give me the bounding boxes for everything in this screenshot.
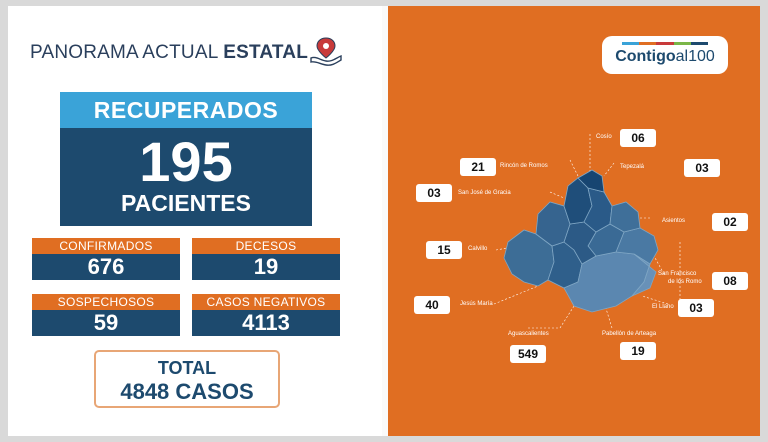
label-san-francisco: San Francisco: [658, 271, 697, 277]
leader-line-el-llano: [641, 295, 669, 305]
label-san-jose: San José de Gracia: [458, 190, 511, 196]
municipio-cosio: [577, 169, 605, 193]
recuperados-card: RECUPERADOS 195 PACIENTES: [60, 92, 312, 226]
confirmados-label: CONFIRMADOS: [32, 238, 180, 254]
logo-bold: Contigo: [615, 48, 676, 65]
label-san-francisco-2: de los Romo: [668, 279, 702, 285]
leader-line-pabellon: [603, 301, 613, 329]
label-rincon: Rincón de Romos: [500, 163, 548, 169]
label-pabellon: Pabellón de Arteaga: [602, 331, 657, 337]
map-panel: Contigoal100: [388, 6, 760, 436]
contigo-al-100-logo: Contigoal100: [602, 36, 728, 74]
decesos-label: DECESOS: [192, 238, 340, 254]
value-calvillo: 15: [426, 241, 462, 259]
negativos-card: CASOS NEGATIVOS 4113: [192, 294, 340, 336]
recuperados-label: RECUPERADOS: [60, 92, 312, 128]
value-san-jose: 03: [416, 184, 452, 202]
municipio-el-llano: [631, 253, 657, 297]
negativos-value: 4113: [242, 310, 290, 335]
hand-location-pin-icon: [310, 37, 342, 66]
label-asientos: Asientos: [662, 218, 686, 224]
decesos-card: DECESOS 19: [192, 238, 340, 280]
value-tepezala: 03: [684, 159, 720, 177]
leader-line-san-jose: [549, 191, 565, 199]
label-calvillo: Calvillo: [468, 246, 488, 252]
infographic: PANORAMA ACTUAL ESTATAL RECUPERADOS 195 …: [8, 6, 760, 436]
total-value: 4848 CASOS: [120, 379, 254, 404]
label-cosio: Cosío: [596, 134, 612, 140]
value-pabellon: 19: [620, 342, 656, 360]
label-aguascalientes: Aguascalientes: [508, 331, 549, 337]
logo-text: Contigoal100: [602, 48, 728, 66]
value-asientos: 02: [712, 213, 748, 231]
logo-stripe: [622, 42, 640, 45]
sospechosos-label: SOSPECHOSOS: [32, 294, 180, 310]
total-card: TOTAL 4848 CASOS: [94, 350, 280, 408]
decesos-value: 19: [253, 254, 279, 279]
label-el-llano: El Llano: [652, 304, 674, 310]
page-title: PANORAMA ACTUAL ESTATAL: [30, 42, 308, 64]
municipio-tepezala: [583, 187, 613, 233]
value-san-francisco: 08: [712, 272, 748, 290]
value-el-llano: 03: [678, 299, 714, 317]
title-regular: PANORAMA ACTUAL: [30, 42, 224, 63]
title-bold: ESTATAL: [223, 42, 309, 63]
sospechosos-card: SOSPECHOSOS 59: [32, 294, 180, 336]
logo-stripes: [622, 42, 709, 45]
sospechosos-value: 59: [93, 310, 119, 335]
leader-line-tepezala: [603, 162, 615, 177]
state-map: [493, 134, 681, 329]
value-jesus-maria: 40: [414, 296, 450, 314]
value-aguascalientes: 549: [510, 345, 546, 363]
leader-line-jesus-maria: [493, 285, 539, 305]
negativos-label: CASOS NEGATIVOS: [192, 294, 340, 310]
label-jesus-maria: Jesús María: [460, 301, 493, 307]
confirmados-value: 676: [87, 254, 125, 279]
confirmados-card: CONFIRMADOS 676: [32, 238, 180, 280]
leader-line-aguascalientes: [528, 305, 575, 329]
recuperados-value: 195: [139, 130, 233, 193]
leader-line-san-francisco: [653, 255, 665, 275]
municipio-asientos-north: [609, 201, 641, 233]
value-rincon: 21: [460, 158, 496, 176]
total-label: TOTAL: [157, 358, 217, 378]
label-tepezala: Tepezalá: [620, 164, 645, 170]
recuperados-unit: PACIENTES: [121, 190, 251, 216]
value-cosio: 06: [620, 129, 656, 147]
leader-line-rincon: [569, 159, 579, 177]
logo-stripe: [690, 42, 709, 45]
logo-stripe: [673, 42, 691, 45]
summary-panel: PANORAMA ACTUAL ESTATAL RECUPERADOS 195 …: [8, 6, 382, 436]
logo-stripe: [656, 42, 674, 45]
logo-stripe: [639, 42, 657, 45]
logo-regular: al100: [675, 48, 715, 65]
municipality-shapes: [503, 169, 659, 313]
